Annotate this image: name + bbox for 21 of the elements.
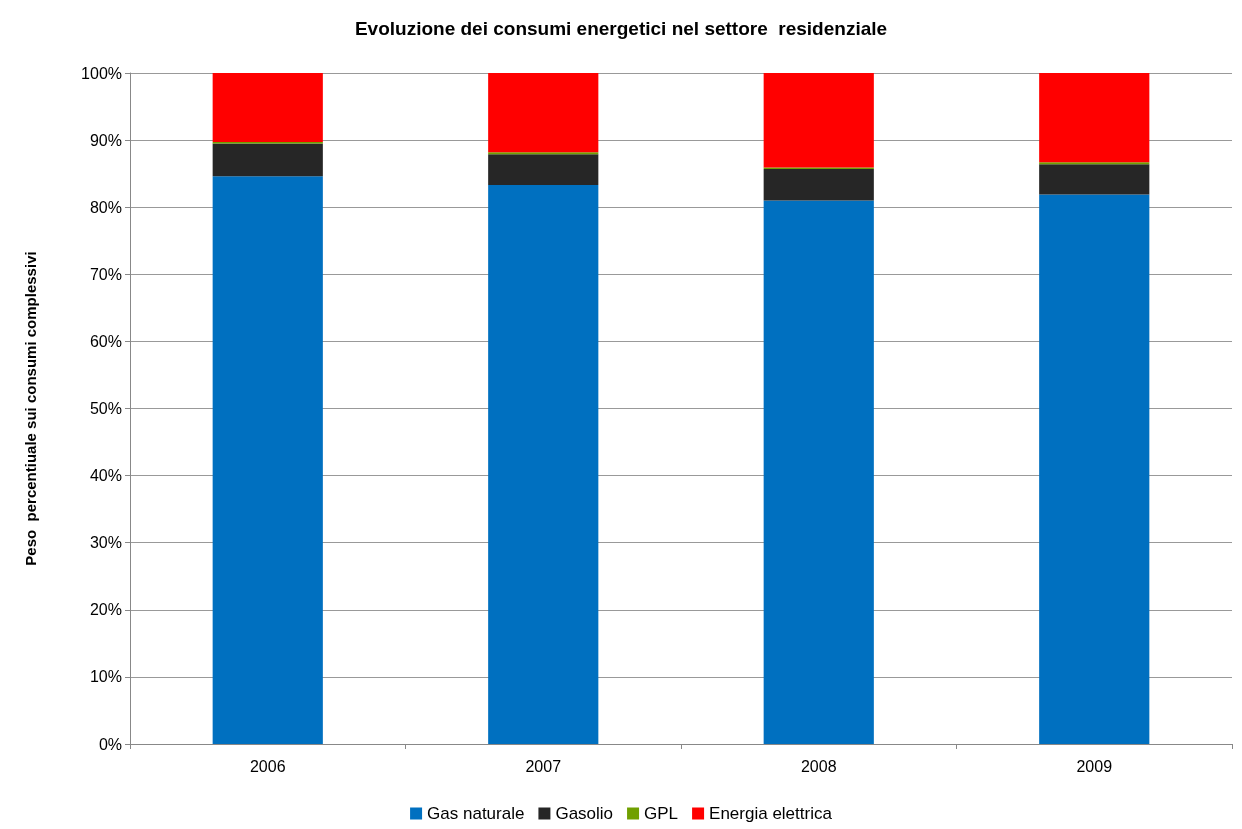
y-axis-title: Peso percentiuale sui consumi complessivi xyxy=(22,251,39,566)
y-tick-label: 20% xyxy=(89,601,122,619)
y-tick-label: 50% xyxy=(89,400,122,417)
legend-label: Gas naturale xyxy=(427,804,525,823)
chart-title: Evoluzione dei consumi energetici nel settore residenziale xyxy=(354,18,888,39)
y-tick-label: 100% xyxy=(81,64,122,82)
legend-label: Gasolio xyxy=(555,804,614,823)
y-tick-label: 10% xyxy=(89,668,122,686)
y-tick-label: 90% xyxy=(89,131,122,149)
y-tick-label: 0% xyxy=(98,735,122,753)
x-tick-label: 2006 xyxy=(249,757,286,775)
y-tick-label: 70% xyxy=(89,265,122,283)
y-tick-label: 40% xyxy=(89,467,122,485)
legend-label: GPL xyxy=(644,804,679,823)
x-tick-label: 2007 xyxy=(525,757,562,775)
x-tick-label: 2009 xyxy=(1076,757,1113,775)
y-tick-label: 80% xyxy=(89,198,122,216)
legend-label: Energia elettrica xyxy=(709,804,833,823)
x-tick-label: 2008 xyxy=(800,757,837,775)
y-tick-label: 60% xyxy=(89,332,122,350)
y-tick-label: 30% xyxy=(89,534,122,552)
